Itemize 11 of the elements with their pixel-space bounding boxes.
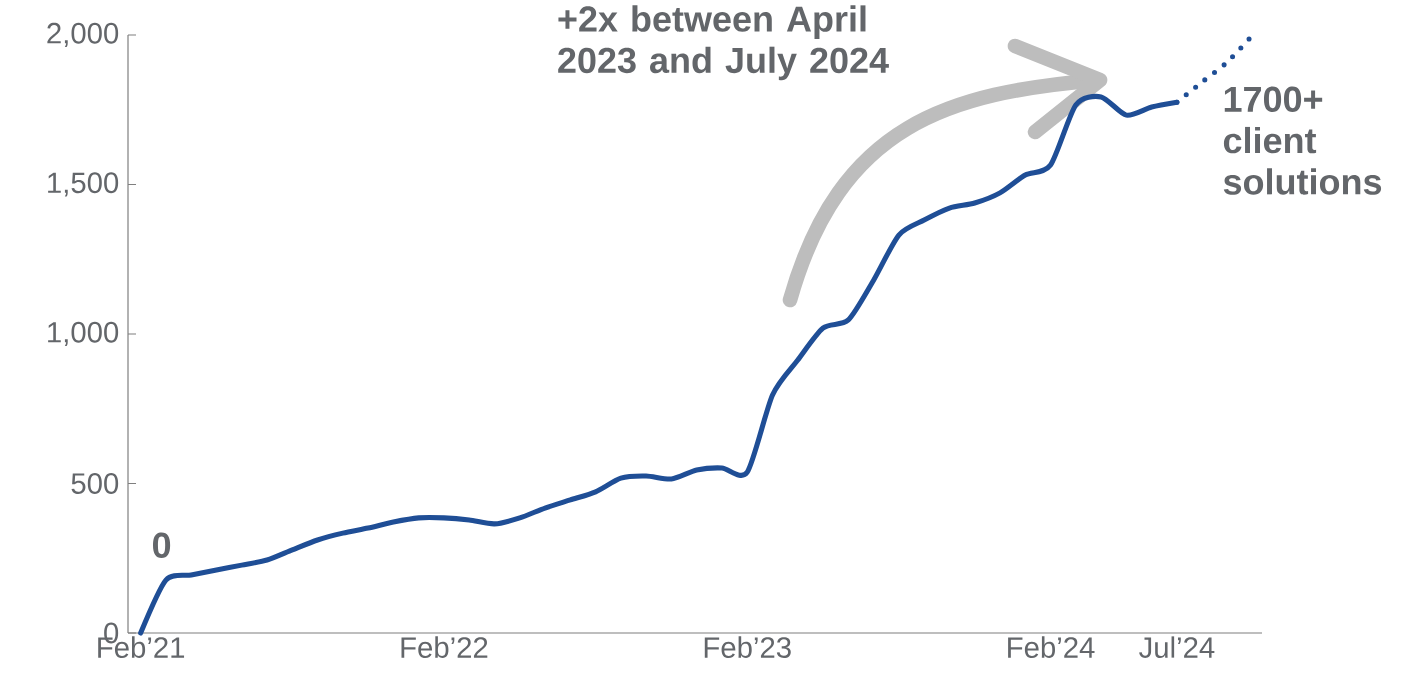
x-tick-label: Feb’22: [401, 636, 488, 658]
y-tick-label: 2,000: [47, 22, 119, 48]
x-tick-label: Jul’24: [1139, 636, 1215, 658]
x-tick-label: Feb’23: [704, 636, 791, 658]
y-tick-label: 500: [71, 473, 119, 494]
annotation: 1700+ client solutions: [1223, 86, 1382, 195]
y-tick-label: 1,000: [48, 321, 119, 347]
x-tick-label: Feb’24: [1008, 636, 1095, 658]
annotation: 0: [153, 532, 171, 559]
annotation: +2x between April 2023 and July 2024: [558, 5, 889, 81]
y-tick-label: 1,500: [48, 172, 119, 197]
